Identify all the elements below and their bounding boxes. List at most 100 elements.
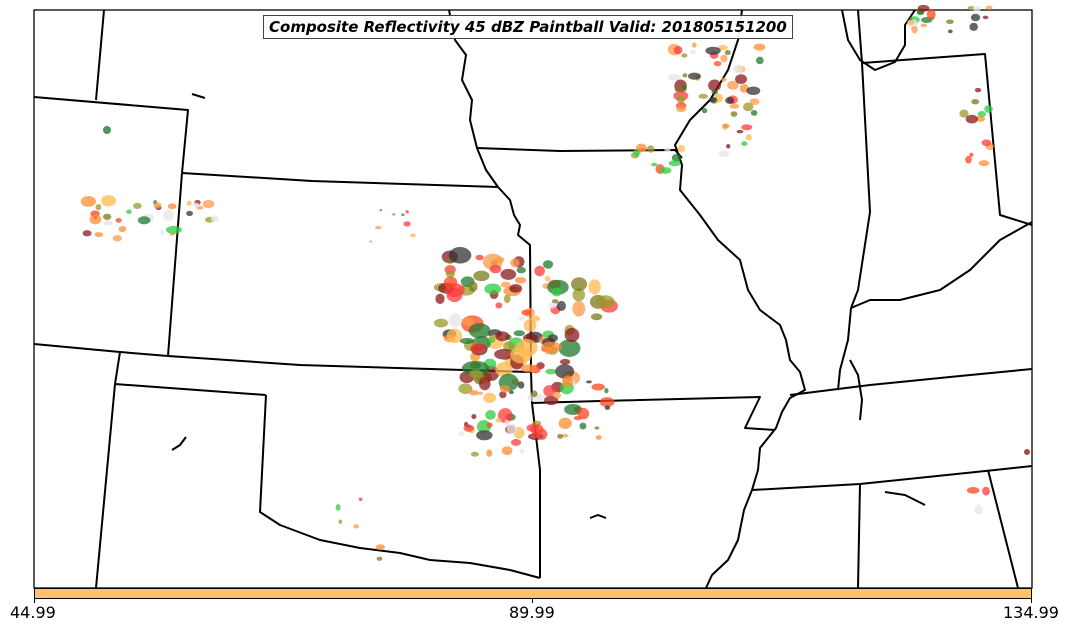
paintball-blob — [504, 419, 510, 426]
paintball-blob — [529, 432, 539, 439]
map-frame — [33, 9, 1033, 589]
paintball-blob — [970, 13, 981, 22]
paintball-blob — [375, 544, 385, 551]
paintball-blob — [544, 275, 551, 282]
paintball-blob — [971, 99, 980, 105]
paintball-blob — [495, 331, 510, 342]
colorbar-tick-label-max: 134.99 — [1003, 603, 1059, 622]
paintball-blob — [708, 79, 722, 92]
paintball-blob — [510, 438, 522, 446]
river-mississippi — [674, 9, 806, 589]
paintball-blob — [485, 409, 496, 420]
paintball-blob — [543, 385, 556, 397]
paintball-blob — [727, 80, 739, 90]
border-co-ks — [167, 172, 183, 357]
colorbar-tick — [532, 599, 533, 603]
paintball-blob — [741, 124, 753, 131]
paintball-blob — [572, 300, 586, 317]
paintball-blob — [595, 435, 602, 440]
paintball-blob — [499, 385, 511, 393]
paintball-blob — [169, 232, 175, 236]
paintball-blob — [80, 196, 97, 207]
paintball-blob — [676, 95, 686, 104]
border-il-in — [850, 9, 871, 309]
paintball-blob — [682, 73, 688, 78]
paintball-blob — [718, 150, 730, 158]
paintball-blob — [515, 276, 527, 284]
paintball-blob — [726, 143, 731, 149]
paintball-blob — [717, 44, 729, 51]
paintball-blob — [551, 287, 562, 297]
paintball-blob — [369, 240, 372, 243]
paintball-blob — [558, 417, 572, 430]
paintball-blob — [969, 152, 974, 157]
paintball-blob — [186, 200, 192, 206]
paintball-blob — [724, 49, 731, 56]
paintball-blob — [691, 42, 697, 48]
paintball-blob — [476, 391, 484, 395]
border-ms-al — [857, 483, 861, 589]
paintball-blob — [468, 323, 491, 339]
paintball-blob — [506, 423, 518, 435]
paintball-blob — [488, 336, 496, 343]
paintball-blob — [392, 213, 396, 216]
paintball-blob — [486, 449, 493, 457]
paintball-blob — [542, 260, 554, 269]
paintball-blob — [516, 266, 526, 274]
paintball-blob — [445, 270, 456, 278]
paintball-blob — [690, 49, 696, 55]
paintball-blob — [167, 203, 177, 210]
paintball-blob — [545, 368, 557, 375]
paintball-blob — [433, 318, 449, 328]
paintball-blob — [486, 422, 493, 428]
paintball-blob — [946, 19, 954, 25]
paintball-blob — [483, 392, 497, 403]
paintball-blob — [750, 110, 758, 116]
paintball-blob — [713, 60, 722, 67]
river-missouri-north — [448, 9, 499, 188]
paintball-blob — [469, 369, 483, 379]
paintball-blob — [1024, 449, 1030, 455]
paintball-blob — [730, 111, 738, 117]
paintball-blob — [510, 346, 532, 364]
paintball-blob — [562, 375, 573, 388]
paintball-blob — [126, 209, 132, 214]
paintball-blob — [494, 348, 515, 360]
paintball-blob — [559, 358, 571, 365]
paintball-blob — [544, 347, 554, 355]
paintball-blob — [709, 97, 718, 103]
paintball-blob — [985, 5, 993, 10]
paintball-blob — [335, 504, 341, 511]
paintball-blob — [520, 364, 537, 373]
paintball-blob — [564, 404, 583, 416]
map-title-box: Composite Reflectivity 45 dBZ Paintball … — [263, 15, 793, 39]
paintball-blob — [733, 64, 743, 74]
paintball-blob — [911, 25, 918, 34]
colorbar-tick-label-min: 44.99 — [10, 603, 56, 622]
border-in-oh — [861, 53, 1033, 226]
paintball-blob — [376, 556, 383, 561]
paintball-blob — [651, 162, 658, 167]
paintball-blob — [112, 235, 123, 242]
paintball-blob — [588, 279, 601, 295]
paintball-blob — [495, 302, 503, 309]
paintball-blob — [984, 105, 993, 113]
paintball-blob — [920, 23, 927, 28]
border-nm-tx — [95, 351, 121, 589]
paintball-blob — [742, 102, 754, 112]
paintball-blob — [722, 123, 730, 129]
paintball-blob — [503, 294, 511, 304]
paintball-blob — [509, 284, 523, 293]
river-ohio — [850, 221, 1033, 309]
paintball-blob — [981, 139, 992, 147]
paintball-blob — [435, 293, 445, 305]
paintball-blob — [676, 106, 687, 113]
paintball-blob — [664, 147, 671, 152]
paintball-blob — [103, 213, 112, 220]
paintball-blob — [701, 108, 708, 114]
paintball-blob — [508, 390, 514, 394]
paintball-blob — [668, 160, 681, 167]
paintball-blob — [571, 277, 588, 292]
paintball-blob — [443, 276, 458, 289]
border-mo-ar — [531, 396, 776, 431]
